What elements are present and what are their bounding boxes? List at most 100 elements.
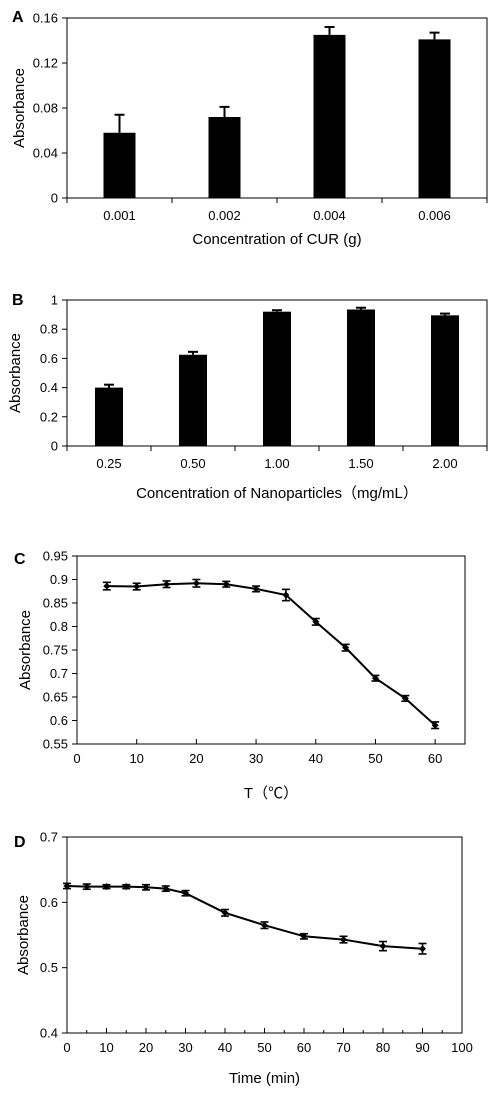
x-tick-label: 1.00 [264,456,289,471]
chart-panel-b: B 0 0.2 0.4 0.6 0.8 1 Absorbance Concentration o… [7,292,488,502]
data-point [162,885,170,893]
plot-frame [66,836,463,1034]
chart-panel-a: A 0 0.04 0.08 0.12 0.16 Absorbance Concentratio… [11,9,488,248]
data-point [419,945,426,953]
x-tick-label: 20 [139,1040,153,1055]
x-tick-label: 70 [336,1040,350,1055]
x-tick-label: 0.50 [180,456,205,471]
x-tick-label: 0 [63,1040,70,1055]
x-tick-label: 90 [415,1040,429,1055]
series-line [66,885,423,950]
y-tick-label: 1 [51,293,58,308]
chart-panel-c: C 0.55 0.6 0.65 0.7 0.75 0.8 0.85 0.9 0.95 Absorba… [14,549,466,802]
bar [208,117,241,198]
data-point [163,580,171,588]
data-point [252,585,260,593]
bar [263,311,291,446]
x-tick-label: 30 [249,751,263,766]
x-axis-label: T（℃） [244,785,298,802]
x-tick-label: 80 [376,1040,390,1055]
y-tick-label: 0.95 [43,549,68,564]
data-point [222,580,230,588]
x-tick-label: 0.002 [208,208,241,223]
y-tick-label: 0.5 [40,960,58,975]
bar [347,309,375,446]
data-point [63,882,71,890]
y-tick-label: 0.4 [40,1026,58,1041]
plot-frame [76,555,466,745]
data-point [122,883,130,891]
x-tick-label: 50 [257,1040,271,1055]
data-point [342,644,350,652]
data-point [182,889,189,897]
x-tick-label: 60 [297,1040,311,1055]
data-point [371,674,379,682]
y-tick-label: 0.16 [33,11,58,26]
y-tick-label: 0 [51,439,58,454]
y-tick-label: 0.75 [43,643,68,658]
x-tick-label: 10 [99,1040,113,1055]
panel-label: B [12,292,24,309]
y-tick-label: 0.12 [33,56,58,71]
data-point [282,591,290,599]
y-tick-label: 0.8 [40,322,58,337]
y-tick-label: 0.04 [33,146,58,161]
x-tick-label: 50 [368,751,382,766]
x-tick-label: 10 [129,751,143,766]
x-tick-label: 0 [73,751,80,766]
y-tick-label: 0.4 [40,380,58,395]
data-point [401,694,409,702]
data-point [192,579,200,587]
x-tick-label: 30 [178,1040,192,1055]
x-tick-label: 60 [428,751,442,766]
y-tick-label: 0.85 [43,596,68,611]
x-axis-label: Time (min) [229,1070,300,1087]
bar [418,39,451,198]
panel-label: C [14,551,26,568]
y-tick-label: 0.7 [40,830,58,845]
y-axis-label: Absorbance [7,333,24,413]
bar [103,132,136,198]
data-point [142,883,150,891]
bar [95,387,123,446]
data-point [83,883,91,891]
x-axis-label: Concentration of CUR (g) [192,231,361,248]
x-tick-label: 40 [218,1040,232,1055]
data-point [312,618,320,626]
y-tick-label: 0.9 [50,572,68,587]
data-point [261,921,268,929]
panel-label: D [14,834,26,851]
y-tick-label: 0 [51,191,58,206]
y-axis-label: Absorbance [15,895,32,975]
data-point [103,883,110,891]
bar [313,34,346,198]
y-axis-label: Absorbance [17,610,34,690]
chart-panel-d: D 0.4 0.5 0.6 0.7 Absorbance Time (min) 0 10 20 30… [14,830,473,1088]
y-tick-label: 0.65 [43,690,68,705]
y-axis-label: Absorbance [11,68,28,148]
data-point [340,936,347,944]
series-line [106,582,436,726]
data-point [221,909,229,917]
bar [179,354,207,446]
y-tick-label: 0.2 [40,409,58,424]
y-tick-label: 0.6 [50,713,68,728]
x-tick-label: 1.50 [348,456,373,471]
x-tick-label: 40 [309,751,323,766]
data-point [431,721,439,729]
x-tick-label: 0.001 [103,208,136,223]
bar [431,315,459,446]
x-tick-label: 0.004 [313,208,346,223]
x-tick-label: 20 [189,751,203,766]
x-tick-label: 100 [451,1040,473,1055]
x-tick-label: 0.006 [418,208,451,223]
x-tick-label: 0.25 [96,456,121,471]
panel-label: A [12,9,24,26]
data-point [300,932,308,940]
y-tick-label: 0.6 [40,351,58,366]
x-axis-label: Concentration of Nanoparticles（mg/mL） [136,485,418,502]
data-point [379,942,387,950]
data-point [103,582,111,590]
y-tick-label: 0.08 [33,101,58,116]
